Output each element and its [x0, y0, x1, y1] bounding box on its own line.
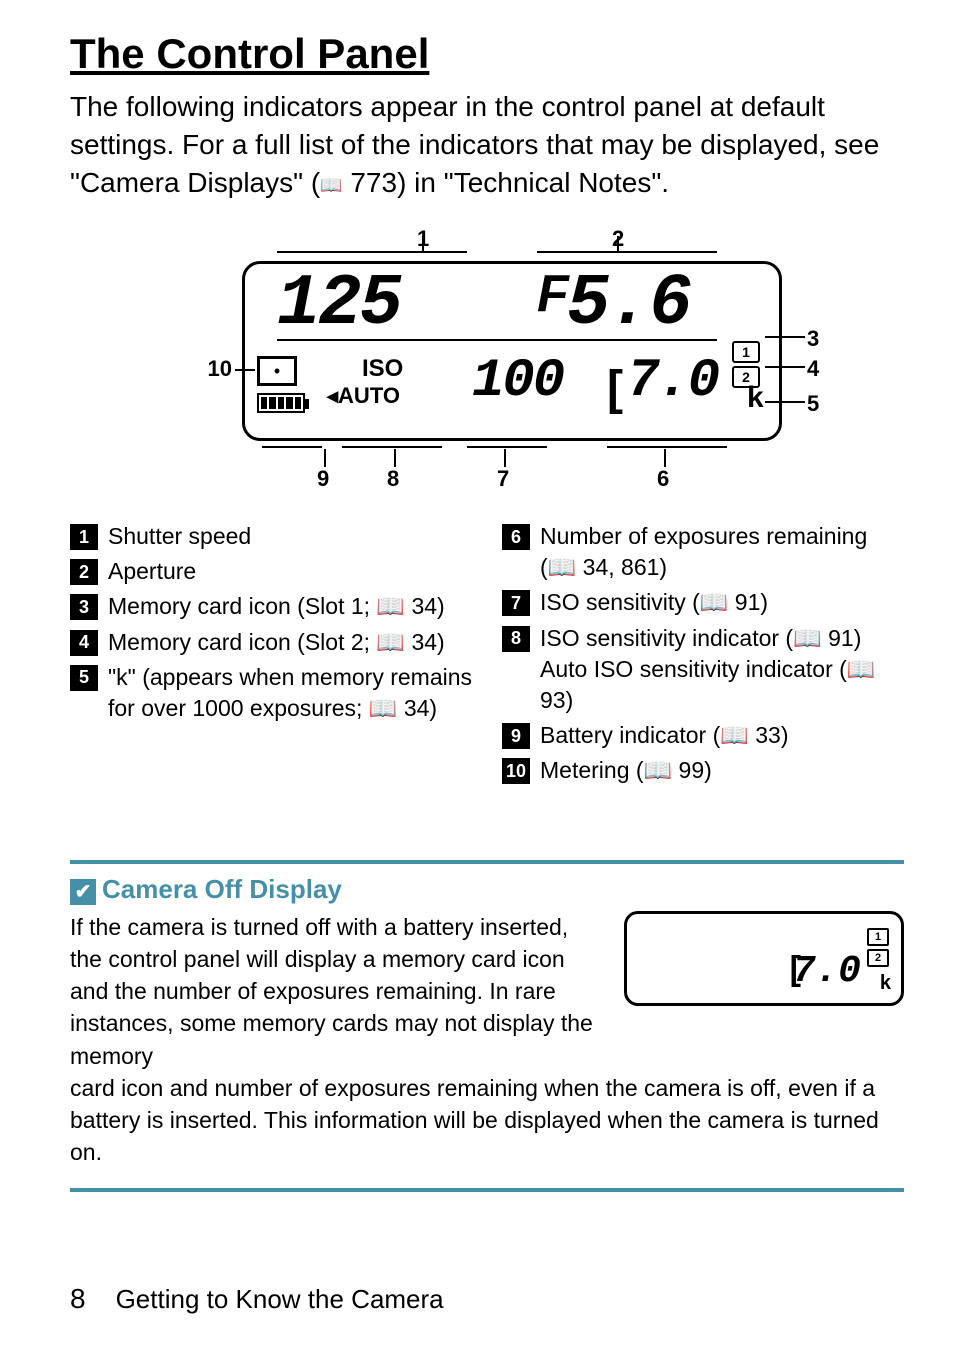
legend-right: 6 Number of exposures remaining (📖 34, 86… — [502, 521, 904, 789]
note-title-text: Camera Off Display — [102, 874, 342, 904]
check-icon: ✔ — [70, 879, 96, 905]
guide-line — [324, 449, 326, 467]
legend-number: 9 — [502, 723, 530, 749]
legend-text: ISO sensitivity indicator (📖 91) Auto IS… — [540, 623, 904, 716]
callout-9: 9 — [317, 466, 329, 492]
exposures-remaining: 7.0 — [627, 351, 718, 412]
legend-row: 1 Shutter speed — [70, 521, 472, 552]
legend-text: Aperture — [108, 556, 196, 587]
callout-6: 6 — [657, 466, 669, 492]
guide-line — [342, 446, 442, 448]
legend-row: 9 Battery indicator (📖 33) — [502, 720, 904, 751]
guide-line — [504, 449, 506, 467]
page-number: 8 — [70, 1283, 86, 1315]
guide-line — [664, 449, 666, 467]
intro-text-2: 773) in "Technical Notes". — [343, 167, 669, 198]
note-title: ✔Camera Off Display — [70, 874, 904, 905]
mini-lcd: 1 2 [ 7.0 k — [624, 911, 904, 1006]
legend-number: 2 — [70, 559, 98, 585]
legend-number: 4 — [70, 630, 98, 656]
guide-line — [765, 336, 805, 338]
guide-line — [467, 446, 547, 448]
guide-line — [422, 236, 424, 251]
legend-text: Shutter speed — [108, 521, 251, 552]
guide-line — [617, 236, 619, 251]
legend-number: 1 — [70, 524, 98, 550]
mini-exposures-remaining: 7.0 — [793, 950, 861, 993]
auto-label: AUTO — [327, 383, 400, 409]
guide-line — [262, 446, 322, 448]
guide-line — [277, 339, 717, 341]
guide-line — [235, 369, 255, 371]
legend-text: Number of exposures remaining (📖 34, 861… — [540, 521, 904, 583]
aperture-display: F5.6 — [537, 263, 690, 345]
mini-card-1-icon: 1 — [867, 928, 889, 946]
intro-paragraph: The following indicators appear in the c… — [70, 88, 904, 201]
guide-line — [394, 449, 396, 467]
note-block: ✔Camera Off Display If the camera is tur… — [70, 860, 904, 1193]
legend-text: ISO sensitivity (📖 91) — [540, 587, 768, 618]
page-footer: 8 Getting to Know the Camera — [70, 1283, 904, 1315]
legend-number: 5 — [70, 665, 98, 691]
legend-row: 2 Aperture — [70, 556, 472, 587]
legend-text: Memory card icon (Slot 1; 📖 34) — [108, 591, 445, 622]
legend-text: Battery indicator (📖 33) — [540, 720, 789, 751]
book-icon — [320, 167, 342, 198]
legend-number: 3 — [70, 594, 98, 620]
callout-5: 5 — [807, 391, 819, 417]
guide-line — [765, 401, 805, 403]
page-title: The Control Panel — [70, 30, 904, 78]
legend-row: 7 ISO sensitivity (📖 91) — [502, 587, 904, 618]
note-body-1: If the camera is turned off with a batte… — [70, 911, 604, 1072]
card-slot-2-icon: 2 — [732, 366, 760, 388]
legend-text: "k" (appears when memory remains for ove… — [108, 662, 472, 724]
legend-text: Metering (📖 99) — [540, 755, 712, 786]
legend-row: 5 "k" (appears when memory remains for ov… — [70, 662, 472, 724]
legend-number: 8 — [502, 626, 530, 652]
legend-row: 4 Memory card icon (Slot 2; 📖 34) — [70, 627, 472, 658]
mini-card-2-icon: 2 — [867, 949, 889, 967]
guide-line — [537, 251, 717, 253]
guide-line — [765, 366, 805, 368]
note-body-2: card icon and number of exposures remain… — [70, 1072, 904, 1169]
callout-10: 10 — [192, 356, 232, 382]
bracket-icon: [ — [607, 361, 623, 416]
shutter-speed-value: 125 — [277, 263, 401, 345]
aperture-value: 5.6 — [567, 263, 691, 345]
legend-text: Memory card icon (Slot 2; 📖 34) — [108, 627, 445, 658]
callout-4: 4 — [807, 356, 819, 382]
legend-number: 7 — [502, 590, 530, 616]
mini-k-indicator: k — [880, 972, 891, 995]
legend-row: 10 Metering (📖 99) — [502, 755, 904, 786]
card-slot-1-icon: 1 — [732, 341, 760, 363]
legend-left: 1 Shutter speed 2 Aperture 3 Memory card icon… — [70, 521, 472, 789]
iso-value: 100 — [472, 351, 563, 412]
callout-3: 3 — [807, 326, 819, 352]
legend-row: 8 ISO sensitivity indicator (📖 91) Auto I… — [502, 623, 904, 716]
legend-columns: 1 Shutter speed 2 Aperture 3 Memory card icon… — [70, 521, 904, 789]
control-panel-diagram: 125 F5.6 100 [ 7.0 k 1 2 ISO AUTO 1 2 3 … — [70, 221, 904, 501]
guide-line — [277, 251, 467, 253]
legend-row: 6 Number of exposures remaining (📖 34, 86… — [502, 521, 904, 583]
guide-line — [607, 446, 727, 448]
battery-icon — [257, 393, 305, 413]
callout-7: 7 — [497, 466, 509, 492]
legend-number: 6 — [502, 524, 530, 550]
footer-section: Getting to Know the Camera — [116, 1284, 444, 1315]
legend-number: 10 — [502, 758, 530, 784]
metering-icon — [257, 356, 297, 386]
callout-8: 8 — [387, 466, 399, 492]
iso-label: ISO — [362, 355, 403, 383]
aperture-prefix: F — [537, 265, 567, 323]
legend-row: 3 Memory card icon (Slot 1; 📖 34) — [70, 591, 472, 622]
